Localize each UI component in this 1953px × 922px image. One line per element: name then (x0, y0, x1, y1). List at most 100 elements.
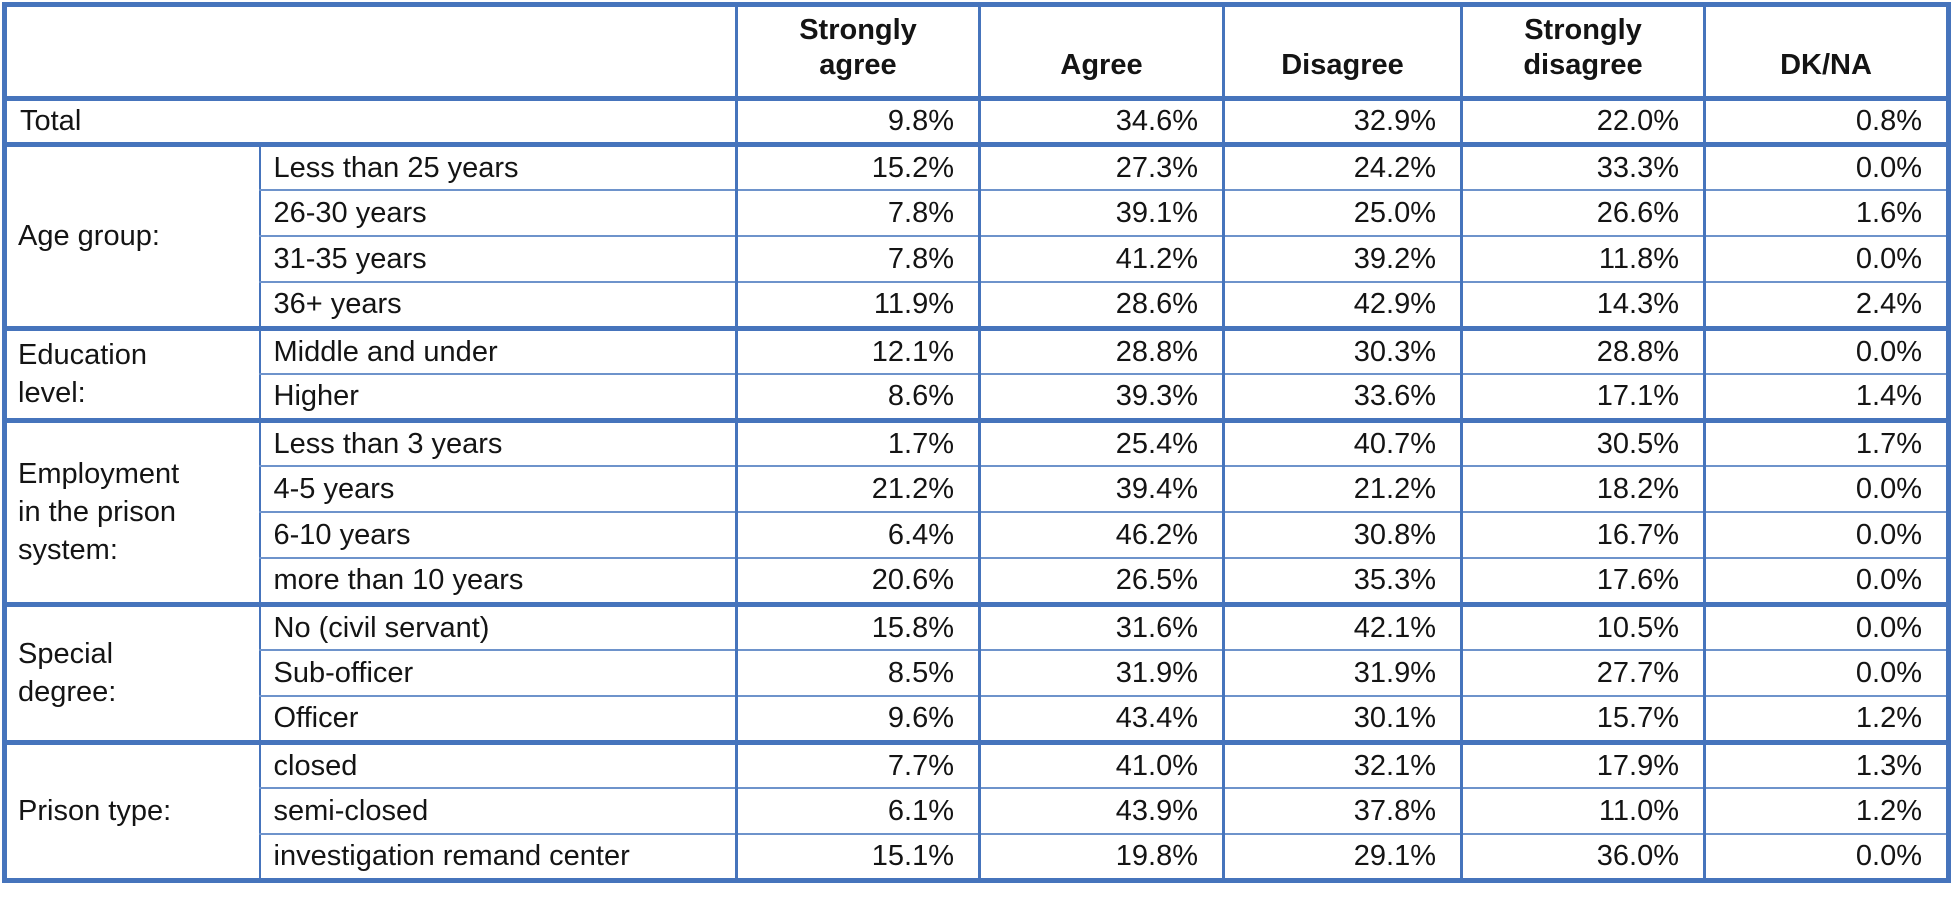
value-cell: 30.8% (1222, 512, 1462, 560)
column-header: Agree (978, 4, 1224, 101)
group-label: Education level: (4, 325, 260, 422)
value-cell: 37.8% (1222, 788, 1462, 836)
value-cell: 0.8% (1703, 98, 1949, 146)
table-row: 31-35 years 7.8% 41.2% 39.2% 11.8% 0.0% (5, 236, 1949, 284)
value-cell: 0.0% (1703, 601, 1949, 652)
table-row: Special degree: No (civil servant) 15.8% 31… (4, 601, 1949, 744)
table-row: Employment in the prison system: Less tha… (4, 417, 1949, 606)
column-header: Strongly agree (735, 4, 980, 101)
group-label: Special degree: (4, 601, 260, 744)
row-label: Less than 3 years (258, 417, 737, 468)
group-label: Age group: (4, 141, 260, 330)
value-cell: 43.9% (978, 788, 1224, 836)
value-cell: 2.4% (1703, 282, 1949, 330)
value-cell: 39.2% (1222, 236, 1462, 284)
value-cell: 17.9% (1460, 739, 1705, 790)
value-cell: 26.5% (978, 558, 1224, 606)
value-cell: 0.0% (1703, 834, 1949, 882)
value-cell: 42.1% (1222, 601, 1462, 652)
table-row: investigation remand center 15.1% 19.8% 29.… (5, 834, 1949, 882)
value-cell: 32.9% (1222, 98, 1462, 146)
column-header: Disagree (1222, 4, 1462, 101)
value-cell: 27.3% (978, 141, 1224, 192)
value-cell: 25.0% (1222, 190, 1462, 238)
table-body: Total 9.8% 34.6% 32.9% 22.0% 0.8% Age group: Le… (4, 98, 1949, 882)
row-label: closed (258, 739, 737, 790)
value-cell: 30.3% (1222, 325, 1462, 376)
value-cell: 6.1% (735, 788, 980, 836)
column-header: Strongly disagree (1460, 4, 1705, 101)
value-cell: 0.0% (1703, 236, 1949, 284)
value-cell: 32.1% (1222, 739, 1462, 790)
value-cell: 34.6% (978, 98, 1224, 146)
total-label: Total (4, 98, 737, 146)
value-cell: 40.7% (1222, 417, 1462, 468)
value-cell: 36.0% (1460, 834, 1705, 882)
value-cell: 19.8% (978, 834, 1224, 882)
table-row: Education level: Middle and under 12.1% 28.… (4, 325, 1949, 422)
value-cell: 11.8% (1460, 236, 1705, 284)
value-cell: 11.0% (1460, 788, 1705, 836)
table-row: 36+ years 11.9% 28.6% 42.9% 14.3% 2.4% (5, 282, 1949, 330)
value-cell: 8.5% (735, 650, 980, 698)
value-cell: 7.8% (735, 190, 980, 238)
value-cell: 0.0% (1703, 650, 1949, 698)
value-cell: 42.9% (1222, 282, 1462, 330)
value-cell: 1.2% (1703, 788, 1949, 836)
value-cell: 22.0% (1460, 98, 1705, 146)
value-cell: 28.6% (978, 282, 1224, 330)
value-cell: 16.7% (1460, 512, 1705, 560)
value-cell: 0.0% (1703, 466, 1949, 514)
table-row: Prison type: closed 7.7% 41.0% 32.1% 17.9% 1.3… (4, 739, 1949, 882)
value-cell: 21.2% (735, 466, 980, 514)
value-cell: 6.4% (735, 512, 980, 560)
value-cell: 11.9% (735, 282, 980, 330)
value-cell: 0.0% (1703, 558, 1949, 606)
value-cell: 20.6% (735, 558, 980, 606)
row-label: more than 10 years (258, 558, 737, 606)
value-cell: 31.9% (1222, 650, 1462, 698)
value-cell: 41.0% (978, 739, 1224, 790)
value-cell: 1.4% (1703, 374, 1949, 422)
value-cell: 27.7% (1460, 650, 1705, 698)
value-cell: 28.8% (978, 325, 1224, 376)
row-label: 36+ years (258, 282, 737, 330)
value-cell: 9.6% (735, 696, 980, 744)
value-cell: 41.2% (978, 236, 1224, 284)
table-header: Strongly agree Agree Disagree Strongly disa… (4, 4, 1949, 101)
group-label: Prison type: (4, 739, 260, 882)
value-cell: 10.5% (1460, 601, 1705, 652)
value-cell: 0.0% (1703, 325, 1949, 376)
value-cell: 17.6% (1460, 558, 1705, 606)
table-row: Sub-officer 8.5% 31.9% 31.9% 27.7% 0.0% (5, 650, 1949, 698)
row-label: Less than 25 years (258, 141, 737, 192)
table-row: 6-10 years 6.4% 46.2% 30.8% 16.7% 0.0% (5, 512, 1949, 560)
value-cell: 7.7% (735, 739, 980, 790)
value-cell: 39.1% (978, 190, 1224, 238)
value-cell: 1.7% (735, 417, 980, 468)
value-cell: 35.3% (1222, 558, 1462, 606)
value-cell: 25.4% (978, 417, 1224, 468)
value-cell: 46.2% (978, 512, 1224, 560)
value-cell: 43.4% (978, 696, 1224, 744)
value-cell: 15.1% (735, 834, 980, 882)
header-row: Strongly agree Agree Disagree Strongly disa… (4, 4, 1949, 101)
value-cell: 21.2% (1222, 466, 1462, 514)
table-row: semi-closed 6.1% 43.9% 37.8% 11.0% 1.2% (5, 788, 1949, 836)
value-cell: 33.3% (1460, 141, 1705, 192)
corner-cell (4, 4, 737, 101)
row-label: Sub-officer (258, 650, 737, 698)
value-cell: 30.5% (1460, 417, 1705, 468)
value-cell: 18.2% (1460, 466, 1705, 514)
value-cell: 14.3% (1460, 282, 1705, 330)
value-cell: 9.8% (735, 98, 980, 146)
value-cell: 12.1% (735, 325, 980, 376)
value-cell: 28.8% (1460, 325, 1705, 376)
group-label: Employment in the prison system: (4, 417, 260, 606)
value-cell: 33.6% (1222, 374, 1462, 422)
value-cell: 1.7% (1703, 417, 1949, 468)
value-cell: 1.6% (1703, 190, 1949, 238)
value-cell: 15.7% (1460, 696, 1705, 744)
row-label: Higher (258, 374, 737, 422)
row-label: semi-closed (258, 788, 737, 836)
